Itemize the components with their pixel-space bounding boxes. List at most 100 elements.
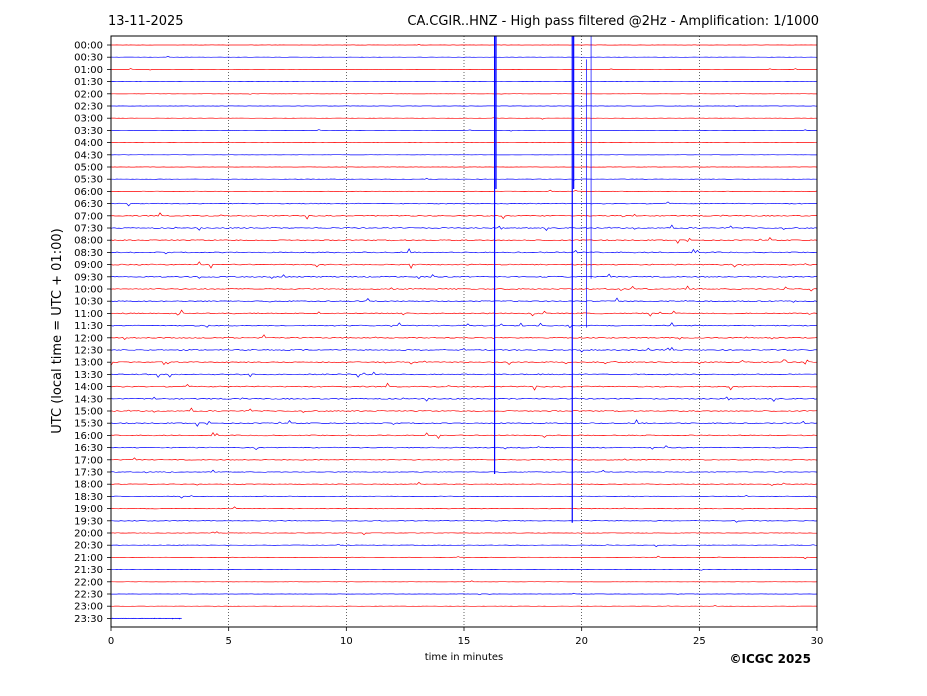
trace-0230	[111, 105, 818, 107]
plot-frame	[110, 35, 818, 628]
y-tick-label: 04:00	[74, 138, 103, 149]
y-tick-label: 07:00	[74, 211, 103, 222]
y-tick-label: 11:30	[74, 321, 103, 332]
y-tick-label: 20:00	[74, 529, 103, 540]
y-tick-label: 09:00	[74, 260, 103, 271]
chart-title: CA.CGIR..HNZ - High pass filtered @2Hz -…	[407, 14, 819, 29]
y-tick-label: 00:00	[74, 41, 103, 52]
trace-0200	[110, 92, 818, 95]
trace-1430	[110, 396, 818, 402]
y-tick-label: 17:00	[74, 455, 103, 466]
y-tick-label: 02:30	[74, 102, 103, 113]
trace-1630	[110, 445, 818, 451]
x-tick-label: 15	[458, 636, 471, 647]
trace-1700	[110, 457, 818, 461]
trace-1600	[110, 432, 818, 440]
trace-0530	[111, 177, 817, 181]
trace-0700	[110, 212, 818, 220]
y-tick-label: 00:30	[74, 53, 103, 64]
y-tick-label: 16:00	[74, 431, 103, 442]
trace-0100	[111, 68, 818, 71]
y-tick-label: 21:00	[74, 553, 103, 564]
trace-2200	[110, 580, 818, 583]
event-spikes	[493, 36, 592, 523]
x-tick-label: 25	[693, 636, 706, 647]
trace-1500	[110, 407, 818, 413]
y-tick-label: 01:00	[74, 65, 103, 76]
y-tick-label: 09:30	[74, 272, 103, 283]
trace-1930	[110, 520, 818, 523]
y-tick-label: 12:30	[74, 346, 103, 357]
y-tick-label: 02:00	[74, 89, 103, 100]
y-tick-label: 19:00	[74, 504, 103, 515]
y-tick-label: 20:30	[74, 541, 103, 552]
y-tick-label: 10:00	[74, 285, 103, 296]
trace-2330	[110, 617, 182, 620]
trace-0900	[110, 261, 817, 269]
trace-1230	[110, 346, 818, 353]
trace-1730	[110, 469, 818, 474]
trace-0800	[110, 237, 818, 244]
y-tick-label: 01:30	[74, 77, 103, 88]
trace-0600	[111, 189, 818, 192]
trace-1000	[110, 285, 818, 292]
trace-1900	[110, 506, 818, 510]
y-tick-label: 05:30	[74, 175, 103, 186]
trace-0730	[110, 224, 818, 231]
y-tick-label: 06:00	[74, 187, 103, 198]
y-tick-label: 23:30	[74, 614, 103, 625]
y-tick-label: 19:30	[74, 516, 103, 527]
trace-2300	[110, 605, 818, 608]
y-tick-label: 03:00	[74, 114, 103, 125]
trace-0000	[111, 44, 817, 46]
y-tick-label: 08:00	[74, 236, 103, 247]
trace-2030	[110, 543, 818, 548]
y-tick-label: 22:30	[74, 590, 103, 601]
seismic-traces	[110, 44, 818, 620]
trace-2000	[110, 531, 817, 536]
trace-1030	[110, 297, 818, 303]
trace-1400	[110, 382, 817, 391]
trace-0630	[110, 201, 818, 207]
trace-0830	[110, 248, 818, 255]
y-tick-label: 11:00	[74, 309, 103, 320]
y-tick-label: 15:30	[74, 419, 103, 430]
y-tick-label: 03:30	[74, 126, 103, 137]
trace-0300	[111, 117, 817, 120]
y-tick-label: 08:30	[74, 248, 103, 259]
x-tick-label: 20	[575, 636, 588, 647]
y-tick-label: 23:00	[74, 602, 103, 613]
trace-1130	[110, 322, 818, 329]
x-tick-label: 10	[340, 636, 353, 647]
y-tick-label: 18:00	[74, 480, 103, 491]
y-tick-label: 17:30	[74, 468, 103, 479]
trace-1800	[110, 481, 818, 486]
trace-0030	[110, 56, 818, 58]
trace-1100	[110, 309, 818, 317]
trace-1330	[110, 371, 818, 378]
trace-2100	[110, 555, 818, 560]
y-tick-label: 22:00	[74, 577, 103, 588]
y-tick-label: 06:30	[74, 199, 103, 210]
y-tick-label: 10:30	[74, 297, 103, 308]
x-axis-ticks: 0 5 10 15 20 25 30	[108, 627, 824, 647]
y-tick-label: 14:00	[74, 382, 103, 393]
y-tick-label: 16:30	[74, 443, 103, 454]
trace-2130	[110, 568, 818, 571]
x-tick-label: 30	[811, 636, 824, 647]
trace-1530	[110, 419, 818, 427]
y-tick-label: 13:00	[74, 358, 103, 369]
y-tick-label: 12:00	[74, 333, 103, 344]
x-tick-label: 0	[108, 636, 114, 647]
x-tick-label: 5	[225, 636, 231, 647]
y-tick-label: 15:00	[74, 407, 103, 418]
trace-1200	[110, 334, 818, 340]
trace-0330	[110, 129, 818, 132]
x-axis-title: time in minutes	[425, 652, 504, 663]
y-tick-label: 13:30	[74, 370, 103, 381]
y-axis-title: UTC (local time = UTC + 01:00)	[50, 228, 65, 433]
copyright-notice: ©ICGC 2025	[729, 652, 811, 666]
y-tick-label: 07:30	[74, 224, 103, 235]
